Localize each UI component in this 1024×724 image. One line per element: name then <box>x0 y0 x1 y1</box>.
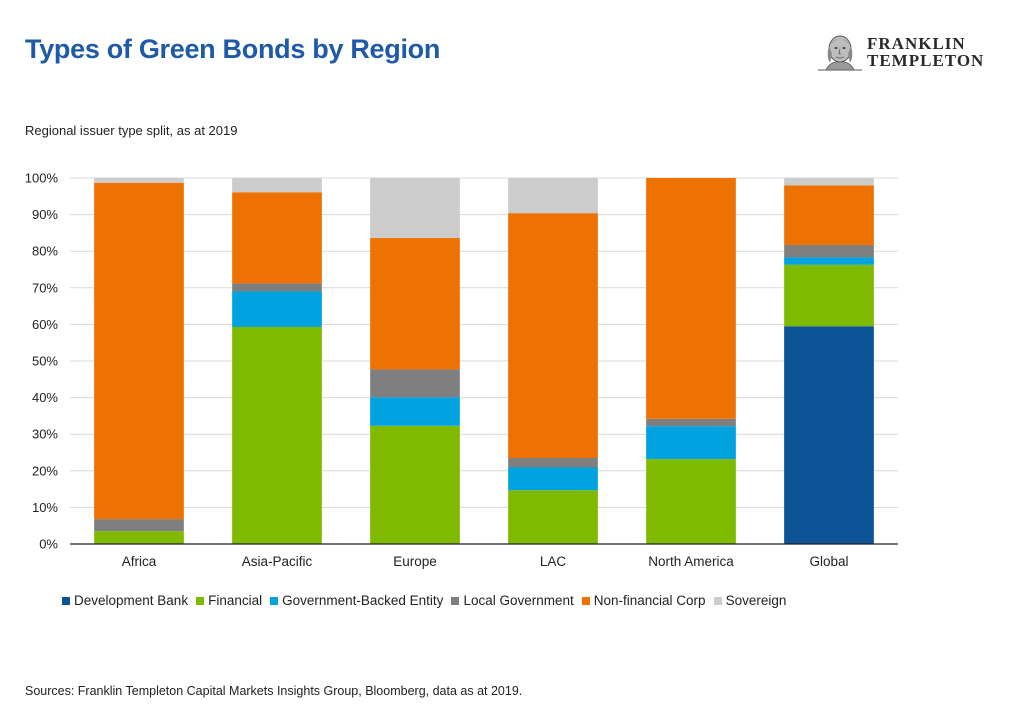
y-tick-label: 60% <box>32 317 58 332</box>
bar-segment <box>646 418 736 427</box>
franklin-portrait-icon <box>818 35 862 71</box>
y-tick-label: 0% <box>39 537 58 552</box>
y-tick-label: 40% <box>32 390 58 405</box>
legend-swatch <box>451 596 460 605</box>
x-tick-label: Global <box>809 554 848 569</box>
legend-item: Development Bank <box>62 593 188 608</box>
legend-label: Government-Backed Entity <box>282 593 444 608</box>
legend-swatch <box>713 596 722 605</box>
bar-segment <box>370 397 460 426</box>
bar-segment <box>370 178 460 239</box>
legend-item: Financial <box>196 593 262 608</box>
legend-label: Financial <box>208 593 263 608</box>
legend-label: Development Bank <box>74 593 189 608</box>
legend-swatch <box>62 596 70 605</box>
source-note: Sources: Franklin Templeton Capital Mark… <box>25 684 523 698</box>
x-tick-label: Africa <box>122 554 157 569</box>
bar-segment <box>508 490 598 544</box>
y-tick-label: 70% <box>32 280 58 295</box>
x-tick-label: Asia-Pacific <box>242 554 313 569</box>
y-tick-label: 100% <box>25 171 59 186</box>
bar-segment <box>370 369 460 398</box>
logo-line1: FRANKLIN <box>867 34 966 53</box>
x-tick-label: Europe <box>393 554 437 569</box>
bar-segment <box>646 178 736 419</box>
bar-segment <box>94 519 184 532</box>
logo-line2: TEMPLETON <box>867 51 985 70</box>
y-tick-label: 50% <box>32 354 58 369</box>
bar-segment <box>508 178 598 214</box>
y-tick-label: 30% <box>32 427 58 442</box>
bar-segment <box>784 257 874 265</box>
bar-segment <box>232 326 322 544</box>
bar-segment <box>94 182 184 520</box>
x-tick-label: North America <box>648 554 734 569</box>
legend-item: Local Government <box>451 593 574 608</box>
y-tick-label: 80% <box>32 244 58 259</box>
bar-segment <box>232 178 322 193</box>
bar-segment <box>784 244 874 258</box>
bar-segment <box>232 291 322 327</box>
y-tick-label: 10% <box>32 500 58 515</box>
y-tick-label: 20% <box>32 463 58 478</box>
legend-item: Government-Backed Entity <box>270 593 443 608</box>
legend-label: Sovereign <box>725 593 787 608</box>
franklin-templeton-logo: FRANKLIN TEMPLETON <box>816 32 996 72</box>
legend-swatch <box>196 596 205 605</box>
bar-segment <box>784 185 874 245</box>
legend-swatch <box>270 596 279 605</box>
bar-segment <box>646 426 736 460</box>
bar-segment <box>94 531 184 544</box>
bar-segment <box>508 467 598 491</box>
bar-segment <box>370 425 460 544</box>
bar-segment <box>646 459 736 544</box>
page-title: Types of Green Bonds by Region <box>25 34 441 64</box>
chart-legend: Development Bank Financial Government-Back… <box>62 593 794 608</box>
x-tick-label: LAC <box>540 554 567 569</box>
bar-segment <box>232 283 322 292</box>
legend-item: Non-financial Corp <box>581 593 706 608</box>
bar-segment <box>94 178 184 183</box>
bar-segment <box>784 326 874 544</box>
bar-segment <box>784 264 874 327</box>
bar-segment <box>508 457 598 468</box>
legend-item: Sovereign <box>713 593 787 608</box>
legend-swatch <box>581 596 590 605</box>
bar-segment <box>508 213 598 458</box>
bar-segment <box>784 178 874 186</box>
bar-segment <box>370 238 460 370</box>
y-tick-label: 90% <box>32 207 58 222</box>
legend-label: Non-financial Corp <box>593 593 706 608</box>
bar-segment <box>232 192 322 284</box>
stacked-bar-chart: 0% 10% 20% 30% 40% 50% 60% 70% 80% 90% 100% Africa A… <box>25 171 898 569</box>
chart-subtitle: Regional issuer type split, as at 2019 <box>25 123 238 138</box>
legend-label: Local Government <box>463 593 574 608</box>
